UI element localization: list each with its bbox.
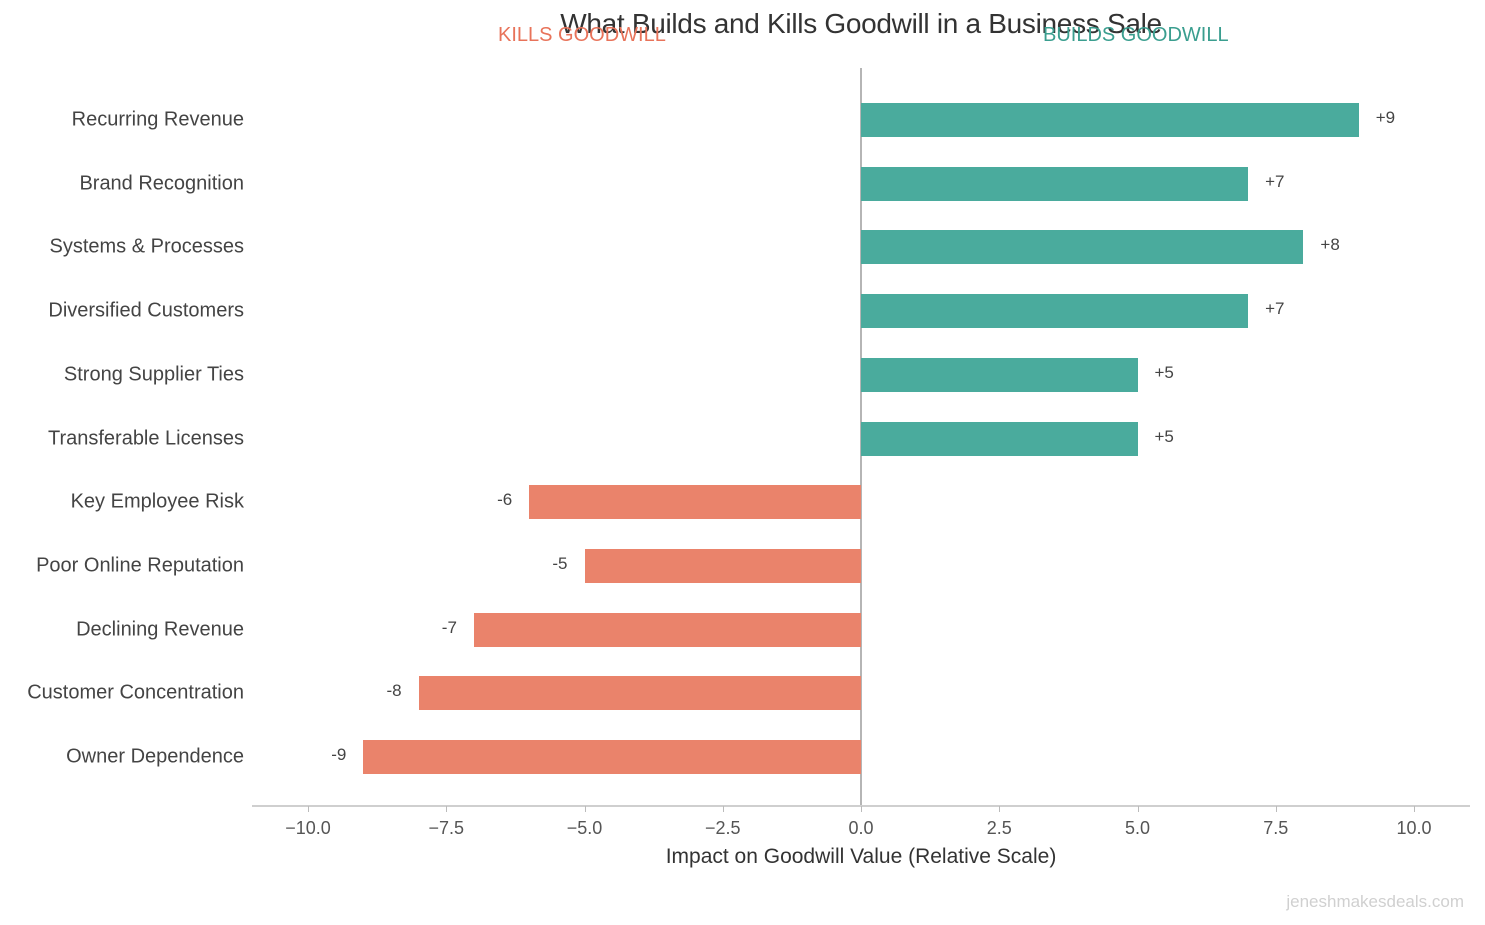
value-label: -5 (552, 553, 568, 573)
value-label: +5 (1154, 362, 1174, 382)
x-tick-label: 0.0 (848, 818, 874, 838)
x-tick (861, 806, 862, 812)
x-tick-label: −7.5 (428, 818, 465, 838)
negative-bar (363, 740, 861, 774)
category-label: Diversified Customers (48, 299, 244, 322)
zero-line (860, 68, 862, 806)
x-tick-label: 5.0 (1124, 818, 1151, 838)
value-label: -6 (497, 490, 513, 510)
category-label: Customer Concentration (27, 681, 244, 704)
x-axis-label: Impact on Goodwill Value (Relative Scale… (665, 845, 1057, 868)
value-label: +5 (1154, 426, 1174, 446)
chart-title: What Builds and Kills Goodwill in a Busi… (560, 8, 1162, 39)
x-tick-label: −2.5 (704, 818, 741, 838)
value-label: +8 (1320, 235, 1340, 255)
kills-goodwill-label: KILLS GOODWILL (498, 24, 666, 46)
negative-bar (529, 485, 861, 520)
positive-bar (861, 294, 1249, 329)
positive-bar (861, 421, 1138, 456)
negative-bar (473, 612, 861, 647)
positive-bar (861, 357, 1138, 392)
x-tick-label: 2.5 (986, 818, 1012, 838)
x-tick (584, 806, 586, 812)
category-label: Declining Revenue (76, 618, 244, 641)
x-tick-label: −5.0 (566, 818, 603, 838)
x-tick-label: −10.0 (285, 818, 331, 838)
x-tick (308, 806, 309, 812)
category-label: Recurring Revenue (71, 108, 244, 131)
x-tick (1275, 806, 1277, 812)
watermark: jeneshmakesdeals.com (1286, 892, 1464, 911)
x-tick (1137, 806, 1139, 812)
negative-bar (418, 676, 861, 711)
x-tick (999, 806, 1001, 812)
positive-bar (861, 166, 1249, 201)
value-label: -7 (441, 617, 457, 637)
builds-goodwill-label: BUILDS GOODWILL (1043, 24, 1229, 46)
negative-bar (584, 548, 861, 583)
x-tick (1414, 806, 1415, 812)
category-label: Poor Online Reputation (36, 554, 244, 577)
positive-bar (861, 230, 1304, 265)
value-label: +7 (1265, 299, 1285, 319)
value-label: -8 (386, 681, 402, 701)
positive-bar (861, 103, 1359, 137)
category-label: Owner Dependence (66, 745, 244, 768)
value-label: +9 (1375, 108, 1396, 127)
category-label: Brand Recognition (79, 172, 244, 195)
x-tick-label: 10.0 (1396, 818, 1432, 838)
category-label: Strong Supplier Ties (63, 363, 244, 386)
category-label: Transferable Licenses (47, 427, 244, 449)
category-label: Key Employee Risk (70, 490, 244, 513)
x-tick-label: 7.5 (1263, 818, 1289, 838)
x-tick (722, 806, 724, 812)
value-label: -9 (331, 745, 347, 764)
x-tick (446, 806, 448, 812)
value-label: +7 (1265, 171, 1285, 191)
category-label: Systems & Processes (49, 235, 244, 258)
